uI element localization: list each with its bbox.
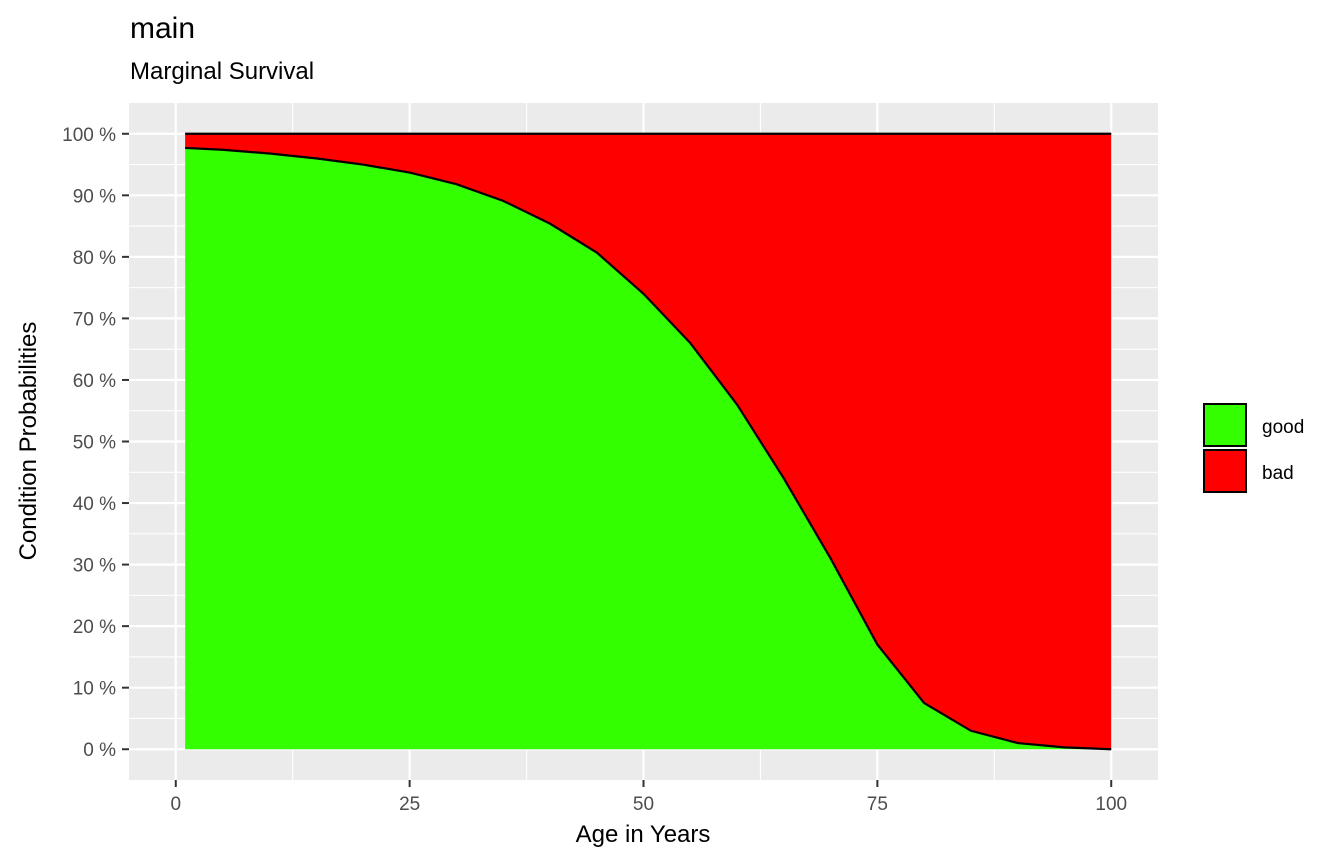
y-axis-label: Condition Probabilities [15, 322, 42, 561]
line-good-upper [185, 146, 1112, 751]
y-tick-label: 0 % [83, 740, 116, 761]
x-axis-label: Age in Years [576, 821, 711, 848]
y-tick-label: 60 % [73, 371, 116, 392]
x-tick-label: 25 [399, 794, 420, 815]
area-layers [185, 133, 1112, 750]
y-tick-label: 80 % [73, 248, 116, 269]
y-tick-label: 30 % [73, 556, 116, 577]
y-axis: 0 % 10 % 20 % 30 % 40 % 50 % 60 % 70 % 80 % 90 % 1… [62, 125, 129, 761]
y-tick-label: 70 % [73, 309, 116, 330]
y-tick-label: 10 % [73, 679, 116, 700]
x-tick-label: 0 [170, 794, 181, 815]
legend-key-good [1203, 403, 1247, 447]
x-tick-label: 50 [633, 794, 654, 815]
y-tick-label: 100 % [62, 125, 116, 146]
y-tick-label: 20 % [73, 617, 116, 638]
chart-subtitle: Marginal Survival [130, 58, 315, 85]
x-tick-label: 100 [1095, 794, 1127, 815]
y-tick-label: 90 % [73, 186, 116, 207]
x-axis: 0 25 50 75 100 [170, 780, 1127, 815]
legend-key-bad [1203, 449, 1247, 493]
x-tick-label: 75 [867, 794, 888, 815]
legend: good bad [1203, 403, 1304, 493]
boundary-lines [185, 132, 1112, 751]
legend-label-good: good [1262, 417, 1304, 438]
y-tick-label: 50 % [73, 433, 116, 454]
area-good [185, 147, 1112, 750]
legend-label-bad: bad [1262, 463, 1294, 484]
area-bad [185, 133, 1112, 750]
chart-title: main [130, 12, 196, 45]
y-tick-label: 40 % [73, 494, 116, 515]
